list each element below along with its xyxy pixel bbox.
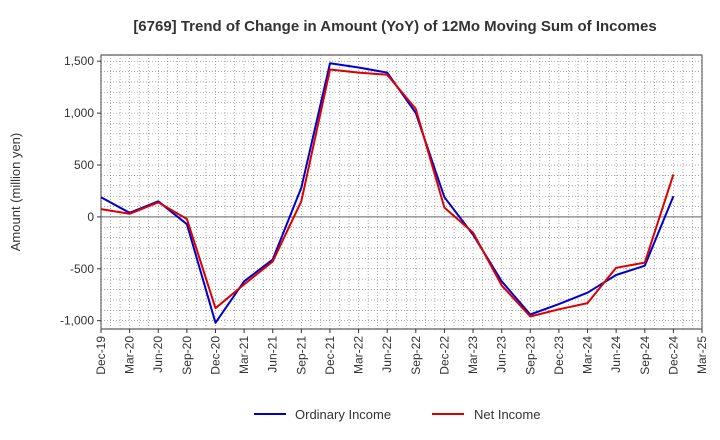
y-tick-label: 500	[74, 158, 94, 172]
legend: Ordinary Income Net Income	[254, 407, 540, 422]
x-tick-label: Sep-20	[180, 336, 194, 375]
x-tick-label: Mar-25	[695, 336, 709, 374]
grid-lines	[100, 55, 703, 329]
series-line-net-income	[100, 68, 675, 318]
x-tick-label: Mar-20	[123, 336, 137, 374]
x-tick-label: Dec-19	[94, 336, 108, 375]
legend-label-net-income: Net Income	[474, 407, 540, 422]
x-tick-label: Jun-24	[609, 336, 623, 373]
plot-area	[100, 54, 703, 330]
y-tick-label: 0	[87, 210, 94, 224]
x-tick-label: Dec-21	[323, 336, 337, 375]
x-tick-label: Sep-22	[409, 336, 423, 375]
x-tick-label: Dec-22	[437, 336, 451, 375]
y-tick-label: -1,000	[60, 314, 94, 328]
x-tick-label: Mar-21	[237, 336, 251, 374]
x-tick-label: Sep-23	[523, 336, 537, 375]
legend-label-ordinary-income: Ordinary Income	[295, 407, 391, 422]
x-tick-label: Jun-20	[151, 336, 165, 373]
x-tick-label: Jun-23	[495, 336, 509, 373]
series-line-ordinary-income	[100, 62, 675, 324]
axes: -1,000 -500 0 500 1,000 1,500 Dec-19 Mar-20 Jun-…	[60, 54, 709, 374]
y-axis-label: Amount (million yen)	[8, 133, 23, 252]
x-tick-label: Dec-23	[552, 336, 566, 375]
x-tick-label: Sep-21	[294, 336, 308, 375]
x-tick-label: Mar-24	[581, 336, 595, 374]
x-tick-label: Sep-24	[638, 336, 652, 375]
x-tick-label: Dec-20	[208, 336, 222, 375]
x-tick-label: Mar-23	[466, 336, 480, 374]
x-tick-label: Jun-22	[380, 336, 394, 373]
x-tick-label: Mar-22	[352, 336, 366, 374]
chart-title: [6769] Trend of Change in Amount (YoY) o…	[133, 18, 656, 35]
x-tick-label: Dec-24	[666, 336, 680, 375]
series-lines	[100, 62, 675, 324]
y-tick-label: 1,000	[64, 106, 94, 120]
y-tick-label: 1,500	[64, 54, 94, 68]
x-tick-label: Jun-21	[266, 336, 280, 373]
y-tick-label: -500	[70, 262, 94, 276]
